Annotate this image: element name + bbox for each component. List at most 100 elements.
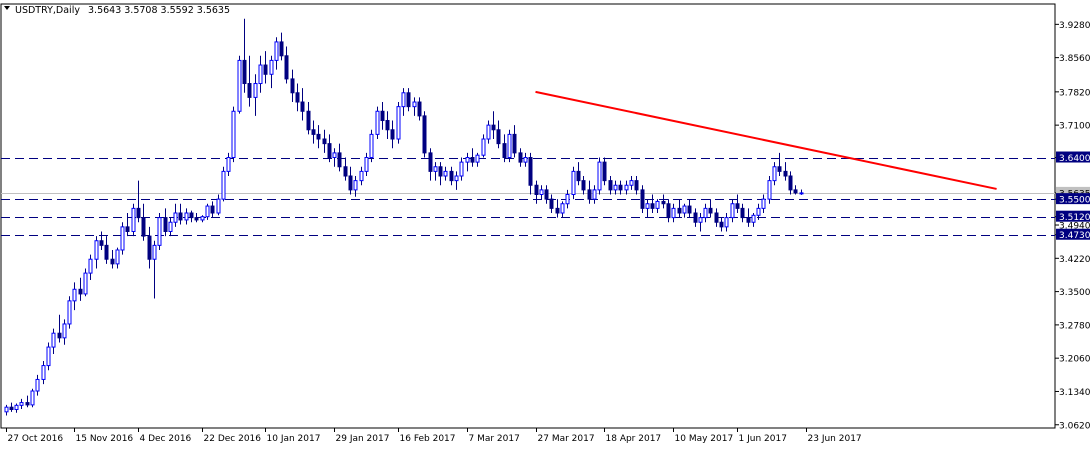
- candle-body: [746, 217, 751, 223]
- trendline[interactable]: [535, 90, 997, 190]
- y-tick-label: 3.8560: [1059, 54, 1091, 64]
- candle-body: [777, 166, 782, 172]
- candle-body: [147, 235, 152, 260]
- candle-body: [359, 170, 364, 182]
- triangle-down-icon[interactable]: [4, 6, 10, 10]
- candle: [682, 203, 687, 218]
- candle-body: [613, 184, 618, 191]
- x-tick-label: 10 May 2017: [675, 434, 734, 444]
- x-tick-label: 16 Feb 2017: [400, 434, 456, 444]
- candle: [465, 152, 470, 172]
- candle: [687, 199, 692, 218]
- candle: [380, 102, 385, 130]
- candle: [210, 201, 215, 218]
- candle-body: [157, 217, 162, 246]
- candle: [645, 199, 650, 218]
- candle: [343, 157, 348, 181]
- candle: [316, 125, 321, 149]
- level-tag: [1056, 210, 1090, 222]
- candle: [152, 240, 157, 299]
- candle-body: [62, 323, 67, 339]
- candle: [19, 398, 24, 410]
- candle-body: [136, 207, 141, 219]
- candle: [581, 176, 586, 195]
- candle: [78, 277, 83, 301]
- candle: [83, 268, 88, 297]
- candle: [496, 120, 501, 149]
- candle: [799, 189, 804, 195]
- candle-body: [83, 272, 88, 295]
- candle: [385, 111, 390, 140]
- candle: [141, 203, 146, 241]
- candle-body: [486, 124, 491, 140]
- candle-body: [242, 59, 247, 85]
- candle: [14, 403, 19, 413]
- candle: [428, 148, 433, 181]
- candle-body: [767, 180, 772, 200]
- x-tick-label: 22 Dec 2016: [204, 434, 262, 444]
- candle: [300, 88, 305, 121]
- candle-body: [337, 152, 342, 168]
- candle-body: [793, 189, 798, 194]
- candle-body: [597, 161, 602, 191]
- candle-body: [210, 205, 215, 214]
- y-tick-label: 3.3500: [1059, 288, 1091, 298]
- candle: [327, 134, 332, 163]
- candle: [422, 111, 427, 158]
- candle: [41, 360, 46, 385]
- candle: [237, 55, 242, 114]
- level-label: 3.6400: [1059, 154, 1091, 164]
- candle: [746, 208, 751, 227]
- candle-body: [104, 244, 109, 260]
- candle: [512, 125, 517, 158]
- candle-body: [306, 110, 311, 131]
- candle-body: [290, 78, 295, 94]
- candle: [783, 162, 788, 181]
- candle-body: [25, 402, 30, 406]
- candle-body: [671, 207, 676, 219]
- candle-body: [141, 217, 146, 237]
- candle: [502, 134, 507, 163]
- candle-body: [343, 166, 348, 177]
- candle-body: [173, 212, 178, 223]
- candle-body: [200, 216, 205, 221]
- candle-body: [51, 332, 56, 348]
- candle-body: [751, 214, 756, 223]
- candle: [761, 194, 766, 213]
- candle: [67, 296, 72, 329]
- candle: [104, 236, 109, 264]
- candle-body: [756, 207, 761, 216]
- candle-body: [459, 161, 464, 177]
- candle: [306, 102, 311, 135]
- candle-body: [438, 166, 443, 177]
- candle: [624, 180, 629, 195]
- candle-body: [46, 346, 51, 367]
- candle: [247, 55, 252, 107]
- candle: [443, 166, 448, 181]
- candle-body: [184, 212, 189, 221]
- candle-body: [708, 207, 713, 214]
- candle-body: [189, 212, 194, 219]
- candle: [242, 18, 247, 93]
- candle-body: [576, 170, 581, 182]
- ohlc-values: 3.5643 3.5708 3.5592 3.5635: [88, 5, 230, 16]
- x-tick-label: 4 Dec 2016: [140, 434, 192, 444]
- candle: [279, 32, 284, 61]
- candle-body: [618, 184, 623, 191]
- candle: [46, 342, 51, 371]
- candle-body: [94, 240, 99, 260]
- candle-body: [401, 92, 406, 108]
- candle-body: [253, 83, 258, 98]
- candle: [491, 111, 496, 140]
- candle: [226, 152, 231, 177]
- level-tag: [1056, 228, 1090, 240]
- candle: [534, 180, 539, 204]
- candle: [94, 236, 99, 269]
- candle: [417, 97, 422, 121]
- candle-body: [698, 217, 703, 223]
- candle: [168, 217, 173, 237]
- candle-body: [677, 207, 682, 214]
- candle: [163, 208, 168, 237]
